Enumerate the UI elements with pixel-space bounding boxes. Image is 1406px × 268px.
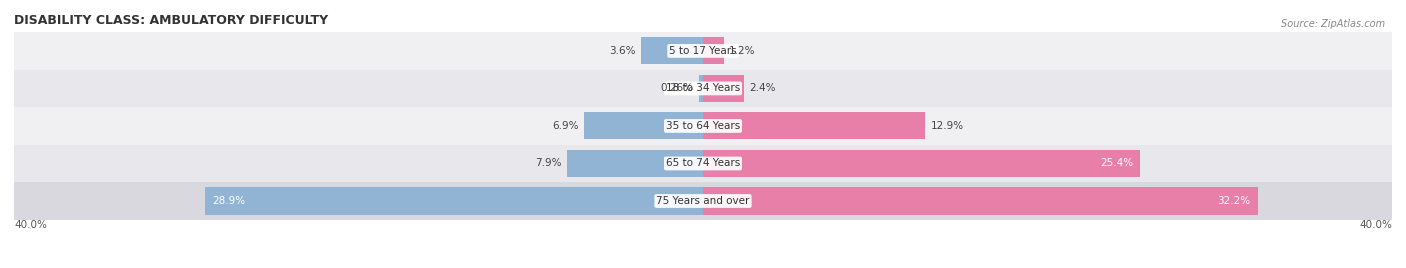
Text: 75 Years and over: 75 Years and over (657, 196, 749, 206)
Bar (14, 107, 1392, 145)
Text: 2.4%: 2.4% (749, 83, 776, 94)
Text: DISABILITY CLASS: AMBULATORY DIFFICULTY: DISABILITY CLASS: AMBULATORY DIFFICULTY (14, 14, 328, 27)
Text: 25.4%: 25.4% (1101, 158, 1133, 169)
Text: 12.9%: 12.9% (931, 121, 963, 131)
Text: 18 to 34 Years: 18 to 34 Years (666, 83, 740, 94)
Bar (205, 188, 703, 214)
Text: 6.9%: 6.9% (553, 121, 579, 131)
Text: 32.2%: 32.2% (1218, 196, 1251, 206)
Bar (703, 150, 1140, 177)
Bar (14, 182, 1392, 220)
Text: 40.0%: 40.0% (14, 220, 46, 230)
Bar (583, 113, 703, 139)
Bar (14, 32, 1392, 70)
Bar (699, 75, 703, 102)
Text: 35 to 64 Years: 35 to 64 Years (666, 121, 740, 131)
Bar (703, 75, 744, 102)
Text: 0.26%: 0.26% (661, 83, 693, 94)
Text: 3.6%: 3.6% (609, 46, 636, 56)
Bar (567, 150, 703, 177)
Text: 28.9%: 28.9% (212, 196, 245, 206)
Text: 65 to 74 Years: 65 to 74 Years (666, 158, 740, 169)
Bar (703, 38, 724, 64)
Bar (641, 38, 703, 64)
Text: 40.0%: 40.0% (1360, 220, 1392, 230)
Text: 5 to 17 Years: 5 to 17 Years (669, 46, 737, 56)
Text: 7.9%: 7.9% (536, 158, 562, 169)
Text: Source: ZipAtlas.com: Source: ZipAtlas.com (1281, 19, 1385, 29)
Bar (703, 188, 1257, 214)
Text: 1.2%: 1.2% (728, 46, 755, 56)
Bar (14, 70, 1392, 107)
Bar (703, 113, 925, 139)
Bar (14, 145, 1392, 182)
